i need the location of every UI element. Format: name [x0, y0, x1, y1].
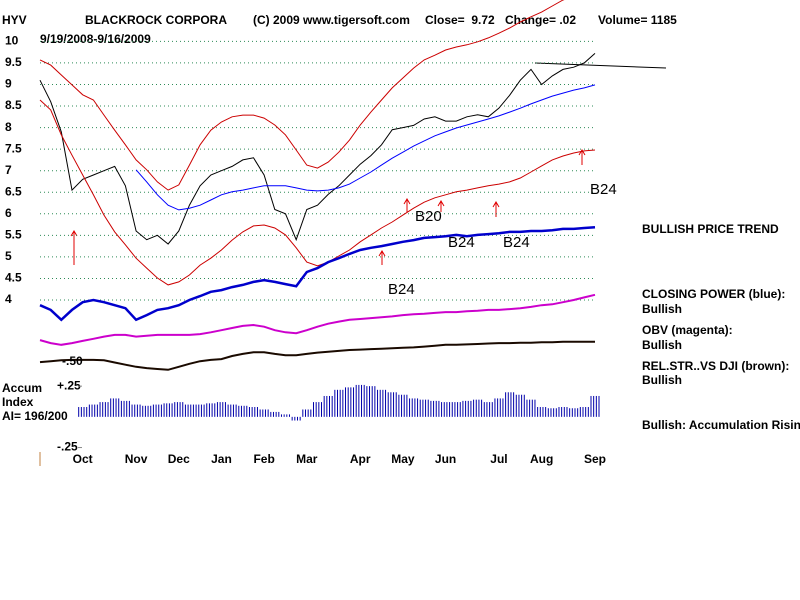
- y-tick-label: 5: [5, 249, 12, 263]
- x-tick-label: Oct: [73, 452, 93, 466]
- annotation: B24: [590, 181, 617, 198]
- annotation: B24: [503, 234, 530, 251]
- side-label: Bullish: [642, 373, 682, 387]
- x-tick-label: Nov: [125, 452, 148, 466]
- change: Change= .02: [505, 13, 576, 27]
- arrows: [70, 149, 586, 265]
- series-line: [39, 225, 596, 322]
- side-label: Bullish: [642, 338, 682, 352]
- x-tick-label: Mar: [296, 452, 318, 466]
- side-label: CLOSING POWER (blue):: [642, 287, 785, 301]
- copyright: (C) 2009 www.tigersoft.com: [253, 13, 410, 27]
- side-label: Bullish: [642, 302, 682, 316]
- y-tick-label: 7.5: [5, 141, 22, 155]
- close: Close= 9.72: [425, 13, 495, 27]
- annotation: B24: [388, 281, 415, 298]
- x-tick-label: Apr: [350, 452, 371, 466]
- trend-line: [534, 62, 667, 69]
- panel-label: AI= 196/200: [2, 409, 68, 423]
- arrow: [437, 200, 445, 212]
- x-tick-label: May: [391, 452, 415, 466]
- arrow: [578, 149, 586, 165]
- x-tick-label: Dec: [168, 452, 190, 466]
- y-tick-label: 6: [5, 206, 12, 220]
- arrow: [492, 201, 500, 217]
- y-tick-label: 7: [5, 163, 12, 177]
- y-tick-label: -.25: [57, 440, 78, 454]
- series-line: [39, 340, 595, 371]
- panel-label: Accum: [2, 381, 42, 395]
- y-tick-label: 8.5: [5, 98, 22, 112]
- x-tick-label: Feb: [253, 452, 274, 466]
- series-line: [39, 99, 596, 286]
- annotation: B20: [415, 208, 442, 225]
- y-tick-label: 9.5: [5, 55, 22, 69]
- annotation: -.50: [62, 354, 83, 368]
- y-tick-label: 4.5: [5, 271, 22, 285]
- y-tick-label: 5.5: [5, 228, 22, 242]
- symbol: HYV: [2, 13, 27, 27]
- company-name: BLACKROCK CORPORA: [85, 13, 227, 27]
- y-tick-label: 4: [5, 292, 12, 306]
- arrow: [403, 198, 411, 212]
- y-tick-label: 10: [5, 34, 19, 48]
- x-tick-label: Jun: [435, 452, 456, 466]
- side-label: OBV (magenta):: [642, 323, 733, 337]
- side-label: Bullish: Accumulation Rising: [642, 418, 800, 432]
- y-tick-label: 9: [5, 77, 12, 91]
- series-line: [39, 0, 565, 191]
- date-range: 9/19/2008-9/16/2009: [40, 32, 151, 46]
- series-line: [39, 53, 596, 245]
- arrow: [378, 250, 386, 265]
- x-tick-label: Jul: [490, 452, 507, 466]
- side-label: BULLISH PRICE TREND: [642, 222, 779, 236]
- arrow: [70, 230, 78, 265]
- x-tick-label: Sep: [584, 452, 606, 466]
- series-line: [135, 84, 596, 211]
- x-tick-label: Aug: [530, 452, 553, 466]
- y-tick-label: +.25: [57, 378, 81, 392]
- volume: Volume= 1185: [598, 13, 677, 27]
- x-tick-label: Jan: [211, 452, 232, 466]
- series-line: [39, 293, 596, 346]
- side-label: REL.STR..VS DJI (brown):: [642, 359, 789, 373]
- annotation: B24: [448, 234, 475, 251]
- y-tick-label: 8: [5, 120, 12, 134]
- panel-label: Index: [2, 395, 34, 409]
- y-tick-label: 6.5: [5, 184, 22, 198]
